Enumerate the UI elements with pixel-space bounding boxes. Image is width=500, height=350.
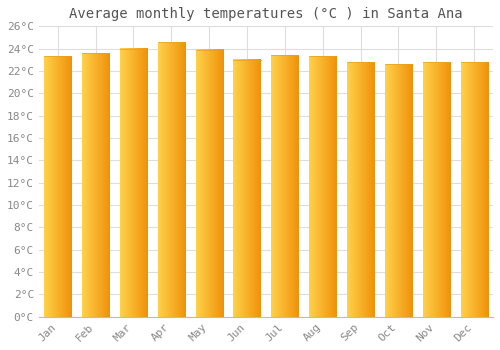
Title: Average monthly temperatures (°C ) in Santa Ana: Average monthly temperatures (°C ) in Sa… [69, 7, 462, 21]
